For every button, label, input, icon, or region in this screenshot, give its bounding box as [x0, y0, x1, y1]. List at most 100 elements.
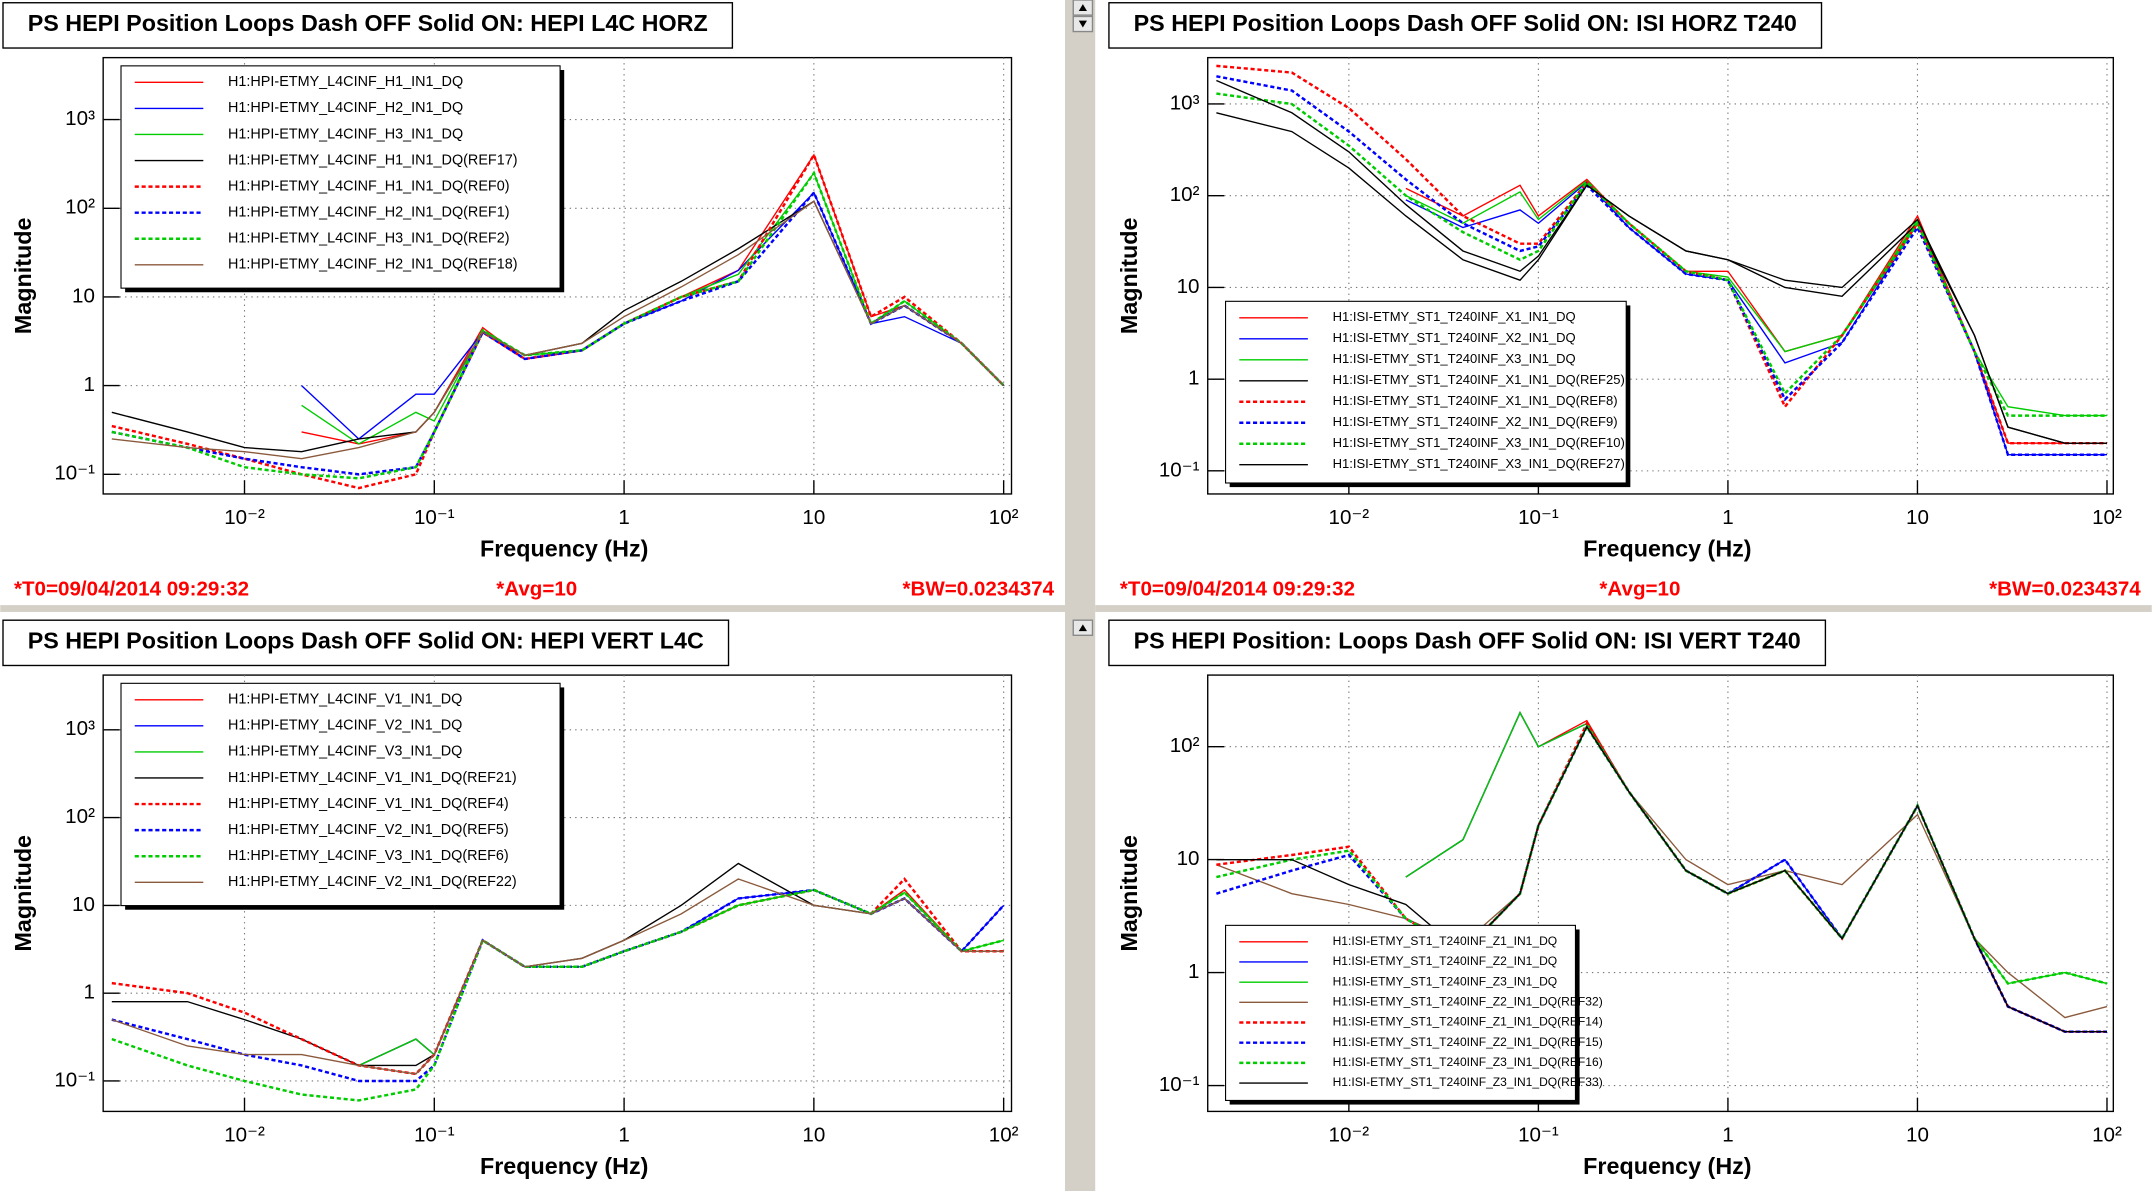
- annotation: *BW=0.0234374: [1989, 577, 2141, 600]
- legend-label: H1:HPI-ETMY_L4CINF_V2_IN1_DQ(REF22): [228, 874, 517, 890]
- y-tick-label: 1: [1188, 367, 1199, 390]
- series-line: [1216, 64, 2108, 445]
- series-line: [111, 888, 1005, 1102]
- legend-label: H1:ISI-ETMY_ST1_T240INF_Z2_IN1_DQ(REF15): [1333, 1035, 1603, 1049]
- series-line: [111, 170, 1005, 480]
- legend-label: H1:HPI-ETMY_L4CINF_V1_IN1_DQ: [228, 692, 462, 708]
- arrow-icon: [1078, 20, 1087, 28]
- x-tick-label: 10⁻¹: [414, 1124, 455, 1147]
- horizontal-divider-left[interactable]: [0, 605, 1066, 612]
- title-box: [2, 619, 730, 667]
- x-tick-label: 10⁻²: [1329, 506, 1370, 529]
- series-line: [1216, 724, 2108, 985]
- x-axis-label: Frequency (Hz): [480, 535, 648, 561]
- annotation: *Avg=10: [496, 577, 577, 600]
- y-tick-label: 10²: [1170, 734, 1200, 757]
- vertical-divider[interactable]: [1065, 0, 1096, 1191]
- x-tick-label: 10⁻¹: [1518, 506, 1559, 529]
- legend-box: [1225, 300, 1627, 484]
- y-tick-label: 10³: [65, 717, 95, 740]
- legend-label: H1:ISI-ETMY_ST1_T240INF_X1_IN1_DQ: [1333, 309, 1576, 324]
- legend-label: H1:ISI-ETMY_ST1_T240INF_Z3_IN1_DQ(REF33): [1333, 1075, 1603, 1089]
- legend-label: H1:HPI-ETMY_L4CINF_V2_IN1_DQ: [228, 718, 462, 734]
- x-tick-label: 10²: [2092, 1124, 2122, 1147]
- legend-label: H1:HPI-ETMY_L4CINF_V3_IN1_DQ(REF6): [228, 848, 509, 864]
- chart-title: PS HEPI Position Loops Dash OFF Solid ON…: [28, 627, 704, 653]
- y-axis-label: Magnitude: [10, 217, 36, 334]
- legend-label: H1:HPI-ETMY_L4CINF_V2_IN1_DQ(REF5): [228, 822, 509, 838]
- y-tick-label: 10²: [65, 196, 95, 219]
- x-tick-label: 10²: [989, 1124, 1019, 1147]
- y-tick-label: 10: [1177, 847, 1200, 870]
- annotation: *T0=09/04/2014 09:29:32: [1120, 577, 1355, 600]
- horizontal-divider-right[interactable]: [1095, 605, 2152, 612]
- y-axis-label: Magnitude: [1116, 835, 1142, 952]
- y-tick-label: 1: [83, 373, 94, 396]
- chart-title: PS HEPI Position: Loops Dash OFF Solid O…: [1134, 627, 1801, 653]
- arrow-icon: [1078, 624, 1087, 632]
- y-tick-label: 10: [72, 893, 95, 916]
- x-tick-label: 10⁻¹: [1518, 1124, 1559, 1147]
- title-box: [1108, 2, 1823, 49]
- legend-label: H1:ISI-ETMY_ST1_T240INF_X1_IN1_DQ(REF25): [1333, 372, 1625, 387]
- y-tick-label: 10³: [65, 107, 95, 130]
- legend-label: H1:ISI-ETMY_ST1_T240INF_X2_IN1_DQ: [1333, 330, 1576, 345]
- legend-label: H1:ISI-ETMY_ST1_T240INF_Z3_IN1_DQ: [1333, 974, 1558, 988]
- series-line: [111, 200, 1005, 460]
- x-axis-label: Frequency (Hz): [1583, 1153, 1751, 1179]
- x-tick-label: 10²: [989, 506, 1019, 529]
- legend-box: [120, 65, 561, 289]
- series-line: [1405, 179, 2108, 417]
- x-tick-label: 10⁻²: [224, 506, 265, 529]
- y-tick-label: 10⁻¹: [1159, 1073, 1200, 1096]
- y-tick-label: 10⁻¹: [54, 1068, 95, 1091]
- y-axis-label: Magnitude: [1116, 217, 1142, 334]
- legend-box: [120, 682, 561, 907]
- legend-label: H1:HPI-ETMY_L4CINF_H1_IN1_DQ: [228, 74, 463, 90]
- legend-label: H1:HPI-ETMY_L4CINF_H2_IN1_DQ(REF1): [228, 204, 510, 220]
- series-line: [1405, 178, 2108, 444]
- x-tick-label: 10: [802, 1124, 825, 1147]
- legend-label: H1:HPI-ETMY_L4CINF_H2_IN1_DQ(REF18): [228, 257, 517, 273]
- x-tick-label: 10: [1906, 1124, 1929, 1147]
- legend-label: H1:HPI-ETMY_L4CINF_H3_IN1_DQ(REF2): [228, 231, 510, 247]
- legend-label: H1:HPI-ETMY_L4CINF_H1_IN1_DQ(REF17): [228, 152, 517, 168]
- legend-label: H1:ISI-ETMY_ST1_T240INF_Z1_IN1_DQ(REF14): [1333, 1015, 1603, 1029]
- legend-label: H1:ISI-ETMY_ST1_T240INF_Z3_IN1_DQ(REF16): [1333, 1055, 1603, 1069]
- arrow-icon: [1078, 4, 1087, 11]
- y-tick-label: 1: [1188, 960, 1199, 983]
- title-box: [1108, 619, 1827, 667]
- x-tick-label: 10²: [2092, 506, 2122, 529]
- y-tick-label: 10: [72, 284, 95, 307]
- chart-title: PS HEPI Position Loops Dash OFF Solid ON…: [1134, 10, 1797, 36]
- legend-label: H1:HPI-ETMY_L4CINF_H2_IN1_DQ: [228, 100, 463, 116]
- legend-label: H1:ISI-ETMY_ST1_T240INF_X2_IN1_DQ(REF9): [1333, 414, 1618, 429]
- title-box: [2, 2, 734, 49]
- legend-label: H1:HPI-ETMY_L4CINF_V3_IN1_DQ: [228, 744, 462, 760]
- legend-label: H1:ISI-ETMY_ST1_T240INF_Z1_IN1_DQ: [1333, 934, 1558, 948]
- y-tick-label: 10: [1177, 275, 1200, 298]
- x-tick-label: 1: [618, 1124, 629, 1147]
- x-tick-label: 10: [802, 506, 825, 529]
- legend-label: H1:HPI-ETMY_L4CINF_H1_IN1_DQ(REF0): [228, 178, 510, 194]
- annotation: *Avg=10: [1599, 577, 1680, 600]
- y-tick-label: 1: [83, 981, 94, 1004]
- series-line: [1216, 725, 2108, 1033]
- legend-label: H1:HPI-ETMY_L4CINF_V1_IN1_DQ(REF21): [228, 770, 517, 786]
- x-tick-label: 10⁻²: [224, 1124, 265, 1147]
- series-line: [1216, 79, 2108, 444]
- series-line: [1216, 75, 2108, 456]
- annotation: *T0=09/04/2014 09:29:32: [14, 577, 249, 600]
- x-tick-label: 1: [1722, 506, 1733, 529]
- x-tick-label: 10⁻²: [1329, 1124, 1370, 1147]
- legend-label: H1:HPI-ETMY_L4CINF_V1_IN1_DQ(REF4): [228, 796, 509, 812]
- legend-label: H1:ISI-ETMY_ST1_T240INF_X3_IN1_DQ: [1333, 351, 1576, 366]
- x-tick-label: 1: [618, 506, 629, 529]
- legend-label: H1:ISI-ETMY_ST1_T240INF_X3_IN1_DQ(REF27): [1333, 456, 1625, 471]
- y-tick-label: 10⁻¹: [1159, 458, 1200, 481]
- y-axis-label: Magnitude: [10, 835, 36, 952]
- legend-label: H1:ISI-ETMY_ST1_T240INF_Z2_IN1_DQ: [1333, 954, 1558, 968]
- x-axis-label: Frequency (Hz): [480, 1153, 648, 1179]
- y-tick-label: 10²: [1170, 183, 1200, 206]
